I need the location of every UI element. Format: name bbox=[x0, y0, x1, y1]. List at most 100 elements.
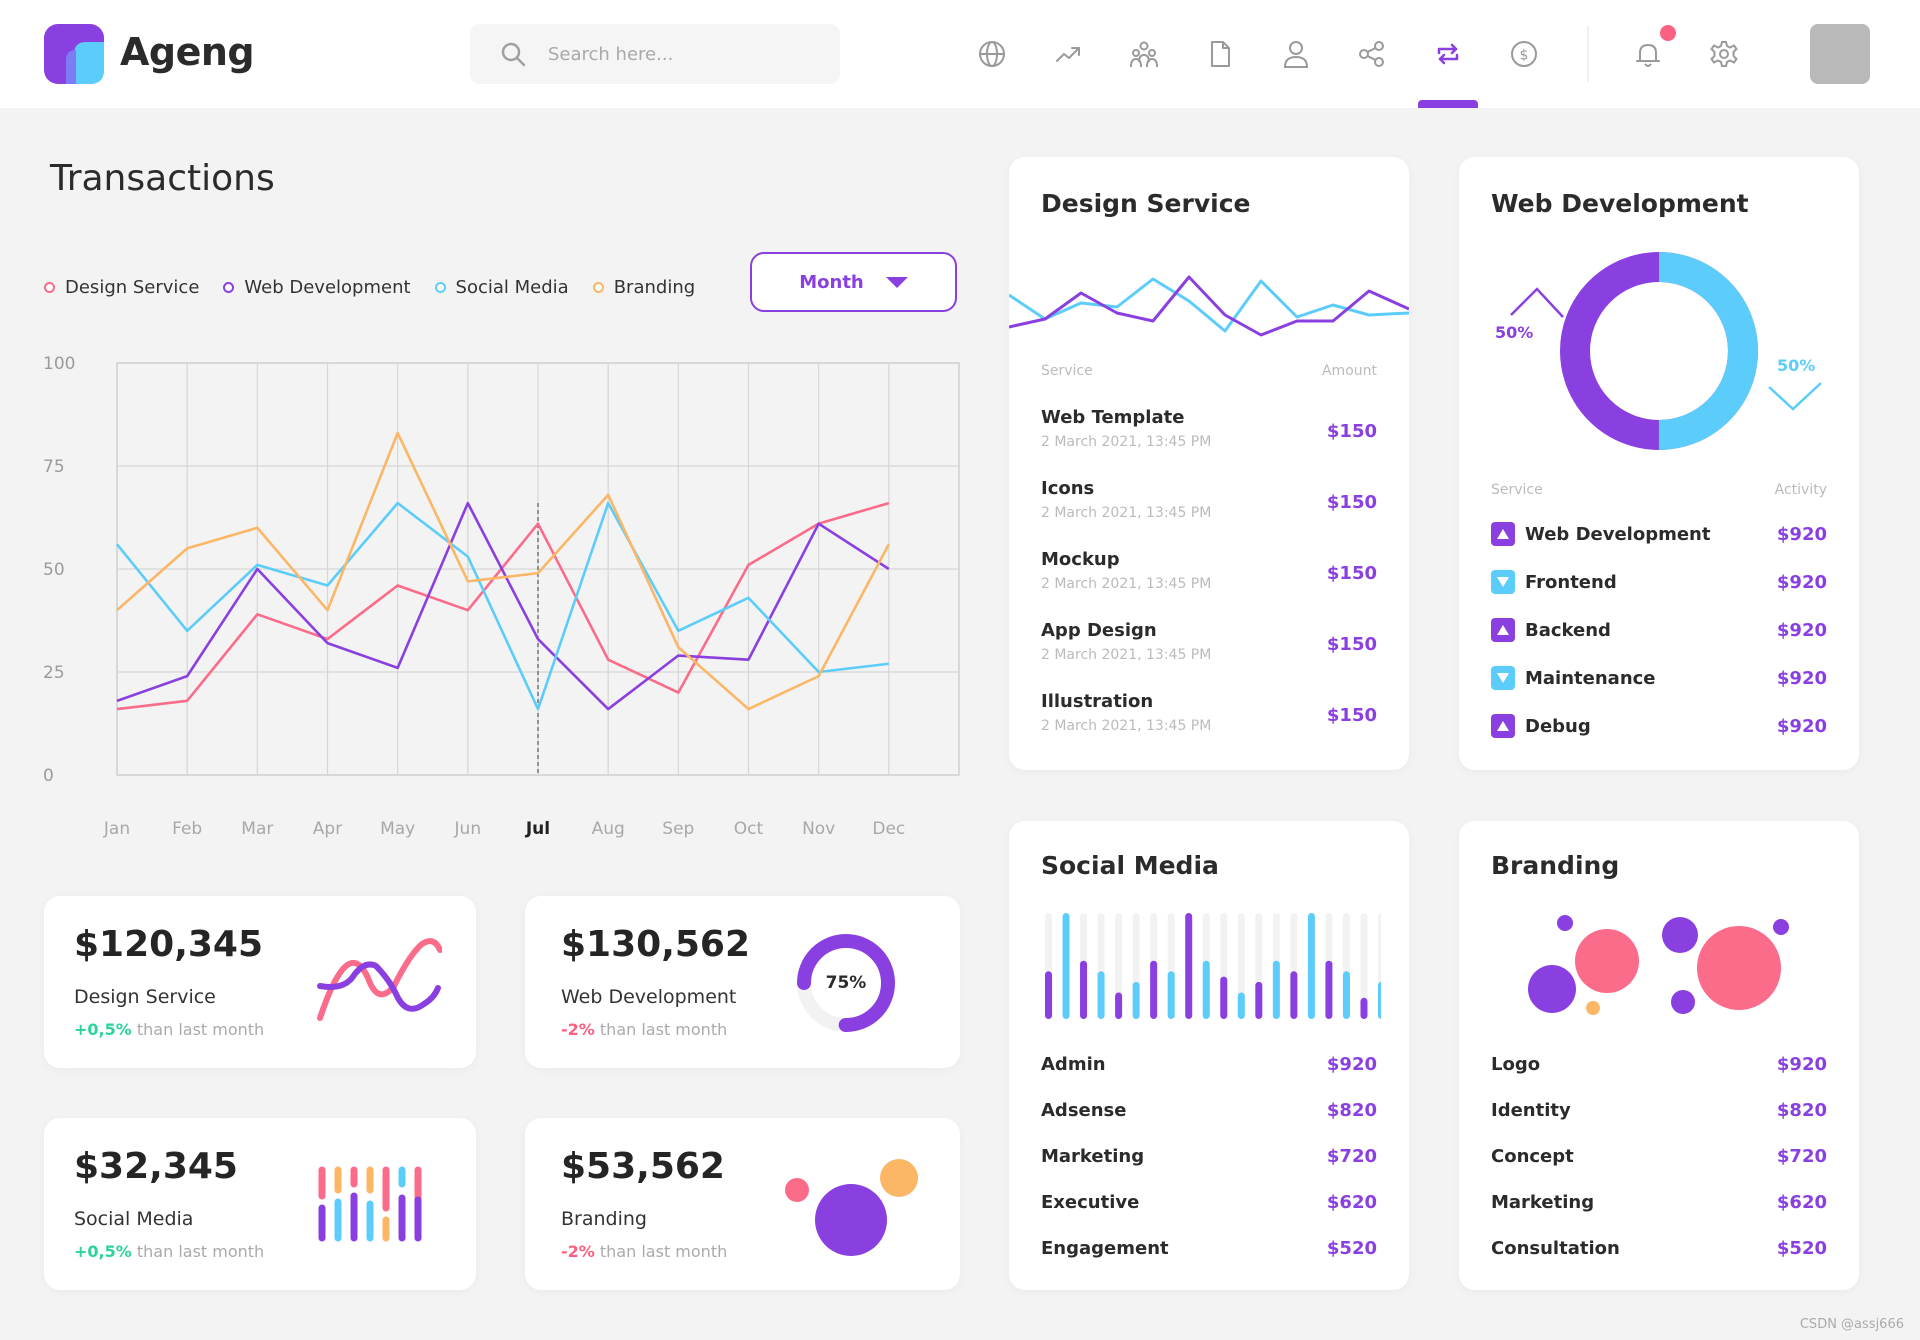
stat-card-design[interactable]: $120,345 Design Service +0,5% than last … bbox=[44, 896, 476, 1068]
donut-label: 75% bbox=[826, 973, 867, 993]
brand-name[interactable]: Ageng bbox=[120, 30, 255, 74]
y-tick-label: 50 bbox=[43, 560, 65, 580]
list-item[interactable]: Consultation $520 bbox=[1491, 1225, 1827, 1271]
bar bbox=[1220, 976, 1228, 1019]
logo-icon[interactable] bbox=[44, 24, 104, 84]
list-item-name: Consultation bbox=[1491, 1237, 1620, 1259]
legend-branding[interactable]: Branding bbox=[592, 277, 695, 298]
donut-chart: 75% bbox=[797, 934, 895, 1032]
stat-card-branding[interactable]: $53,562 Branding -2% than last month bbox=[525, 1118, 960, 1290]
list-item[interactable]: Identity $820 bbox=[1491, 1087, 1827, 1133]
service-row[interactable]: App Design 2 March 2021, 13:45 PM $150 bbox=[1041, 620, 1377, 663]
activity-row[interactable]: Debug $920 bbox=[1491, 702, 1827, 750]
activity-left: Debug bbox=[1491, 714, 1591, 738]
stat-delta-suffix: than last month bbox=[136, 1020, 265, 1039]
list-item-name: Marketing bbox=[1491, 1191, 1595, 1213]
activity-name: Maintenance bbox=[1525, 667, 1656, 689]
bar bbox=[1307, 913, 1315, 1019]
donut-right-pct: 50% bbox=[1777, 356, 1815, 375]
gear-icon[interactable] bbox=[1706, 36, 1742, 72]
legend-label: Web Development bbox=[244, 277, 411, 298]
column-header-amount: Amount bbox=[1321, 363, 1377, 379]
column-header-service: Service bbox=[1491, 482, 1543, 498]
donut-progress bbox=[797, 934, 895, 1032]
list-item[interactable]: Engagement $520 bbox=[1041, 1225, 1377, 1271]
branding-panel: Branding Logo $920 Identity $820 Concept $7… bbox=[1459, 821, 1859, 1290]
bar bbox=[1115, 992, 1123, 1019]
avatar[interactable] bbox=[1810, 24, 1870, 84]
bar-track bbox=[1237, 913, 1245, 1019]
x-tick-label: Dec bbox=[872, 819, 905, 839]
list-item[interactable]: Executive $620 bbox=[1041, 1179, 1377, 1225]
stat-label: Design Service bbox=[74, 986, 216, 1008]
stat-delta-suffix: than last month bbox=[599, 1242, 728, 1261]
legend-web-development[interactable]: Web Development bbox=[223, 277, 411, 298]
web-development-panel: Web Development 50% 50% Service Activity… bbox=[1459, 157, 1859, 770]
panel-title: Web Development bbox=[1491, 189, 1749, 218]
share-icon[interactable] bbox=[1354, 36, 1390, 72]
activity-name: Debug bbox=[1525, 715, 1591, 737]
list-item[interactable]: Marketing $620 bbox=[1491, 1179, 1827, 1225]
activity-row[interactable]: Maintenance $920 bbox=[1491, 654, 1827, 702]
legend-design-service[interactable]: Design Service bbox=[44, 277, 199, 298]
document-icon[interactable] bbox=[1202, 36, 1238, 72]
list-item[interactable]: Adsense $820 bbox=[1041, 1087, 1377, 1133]
stat-delta-line: +0,5% than last month bbox=[74, 1020, 264, 1039]
arrow-up-icon bbox=[1491, 618, 1515, 642]
list-item[interactable]: Marketing $720 bbox=[1041, 1133, 1377, 1179]
stat-delta: +0,5% bbox=[74, 1242, 132, 1261]
service-row[interactable]: Mockup 2 March 2021, 13:45 PM $150 bbox=[1041, 549, 1377, 592]
list-item-amount: $720 bbox=[1776, 1145, 1827, 1167]
bar bbox=[1167, 971, 1175, 1019]
stat-amount: $32,345 bbox=[74, 1146, 238, 1187]
y-tick-label: 0 bbox=[43, 766, 54, 786]
stat-card-web[interactable]: $130,562 Web Development -2% than last m… bbox=[525, 896, 960, 1068]
stat-delta-line: -2% than last month bbox=[561, 1020, 727, 1039]
activity-row[interactable]: Web Development $920 bbox=[1491, 510, 1827, 558]
search-box[interactable] bbox=[470, 24, 840, 84]
bar bbox=[1202, 960, 1210, 1019]
arrow-up-icon bbox=[1491, 522, 1515, 546]
activity-name: Frontend bbox=[1525, 571, 1617, 593]
column-header-service: Service bbox=[1041, 363, 1093, 379]
list-item[interactable]: Logo $920 bbox=[1491, 1041, 1827, 1087]
legend-social-media[interactable]: Social Media bbox=[434, 277, 569, 298]
y-tick-label: 25 bbox=[43, 663, 65, 683]
bar bbox=[1290, 971, 1298, 1019]
period-select[interactable]: Month bbox=[750, 252, 957, 312]
transactions-icon[interactable] bbox=[1430, 36, 1466, 72]
team-icon[interactable] bbox=[1126, 36, 1162, 72]
search-input[interactable] bbox=[548, 24, 828, 84]
activity-row[interactable]: Backend $920 bbox=[1491, 606, 1827, 654]
branding-bubbles bbox=[1528, 915, 1789, 1015]
bar bbox=[1325, 960, 1333, 1019]
stat-delta-line: -2% than last month bbox=[561, 1242, 727, 1261]
dollar-icon[interactable]: $ bbox=[1506, 36, 1542, 72]
bell-icon[interactable] bbox=[1630, 36, 1666, 72]
service-row[interactable]: Illustration 2 March 2021, 13:45 PM $150 bbox=[1041, 691, 1377, 734]
service-name: Illustration bbox=[1041, 691, 1154, 712]
activity-amount: $920 bbox=[1776, 619, 1827, 641]
bubbles-icon bbox=[785, 1159, 918, 1256]
donut-left-pct: 50% bbox=[1495, 323, 1533, 342]
series-line-branding bbox=[116, 431, 890, 711]
list-item[interactable]: Admin $920 bbox=[1041, 1041, 1377, 1087]
user-icon[interactable] bbox=[1278, 36, 1314, 72]
list-item[interactable]: Concept $720 bbox=[1491, 1133, 1827, 1179]
bar bbox=[1255, 981, 1263, 1019]
activity-row[interactable]: Frontend $920 bbox=[1491, 558, 1827, 606]
active-nav-indicator bbox=[1418, 100, 1478, 108]
legend-dot-social bbox=[434, 282, 446, 293]
bar bbox=[1062, 913, 1070, 1019]
stat-label: Web Development bbox=[561, 986, 737, 1008]
stat-label: Branding bbox=[561, 1208, 647, 1230]
activity-list: Web Development $920 Frontend $920 Backe… bbox=[1491, 510, 1827, 750]
bar-track bbox=[1360, 913, 1368, 1019]
globe-icon[interactable] bbox=[974, 36, 1010, 72]
divider bbox=[1587, 26, 1589, 82]
service-row[interactable]: Icons 2 March 2021, 13:45 PM $150 bbox=[1041, 478, 1377, 521]
bar bbox=[1342, 971, 1350, 1019]
service-row[interactable]: Web Template 2 March 2021, 13:45 PM $150 bbox=[1041, 407, 1377, 450]
trend-icon[interactable] bbox=[1050, 36, 1086, 72]
stat-card-social[interactable]: $32,345 Social Media +0,5% than last mon… bbox=[44, 1118, 476, 1290]
